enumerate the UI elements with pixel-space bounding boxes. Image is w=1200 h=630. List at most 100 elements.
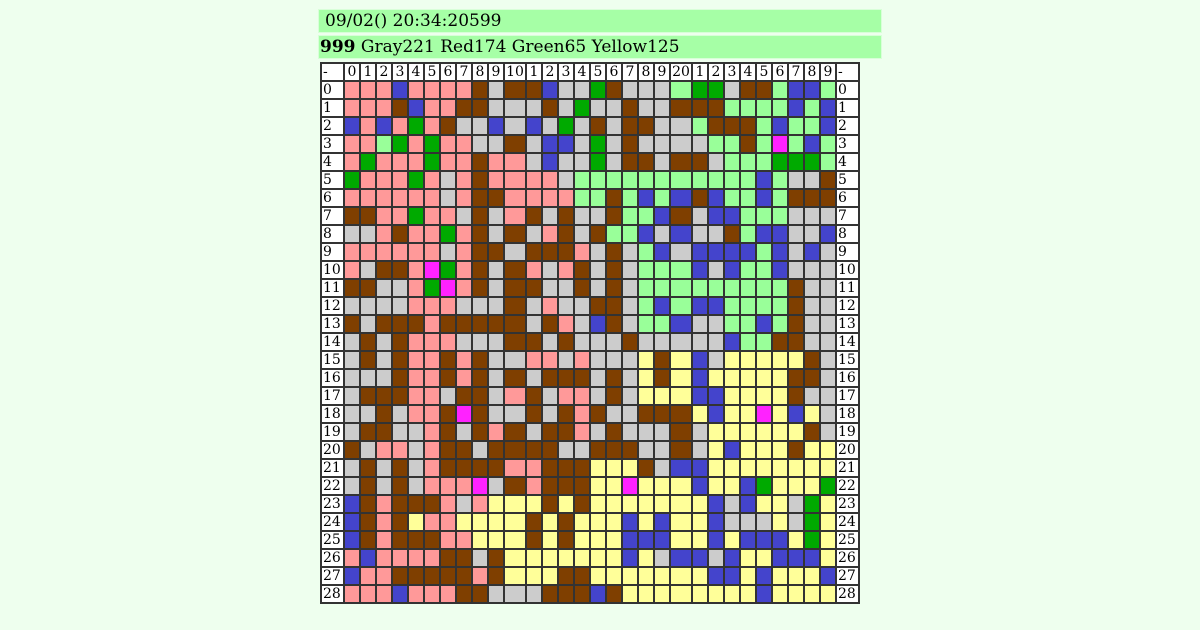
board-cell	[787, 386, 805, 406]
board-cell	[653, 548, 671, 568]
board-cell	[391, 440, 409, 460]
board-cell	[439, 80, 457, 100]
board-cell	[423, 206, 441, 226]
board-cell	[691, 206, 709, 226]
board-cell	[503, 512, 527, 532]
board-cell	[423, 296, 441, 316]
board-cell	[541, 368, 559, 388]
board-cell	[471, 404, 489, 424]
board-cell	[407, 386, 425, 406]
board-cell	[803, 242, 821, 262]
row-label-right: 5	[835, 170, 860, 190]
board-cell	[771, 134, 789, 154]
board-cell	[589, 170, 607, 190]
board-cell	[455, 98, 473, 118]
board-cell	[343, 260, 361, 280]
column-header: 20	[669, 62, 693, 82]
row-label-left: 8	[320, 224, 345, 244]
board-cell	[471, 152, 489, 172]
board-cell	[573, 476, 591, 496]
board-cell	[541, 584, 559, 604]
board-cell	[541, 80, 559, 100]
board-cell	[803, 404, 821, 424]
board-cell	[589, 350, 607, 370]
board-cell	[391, 278, 409, 298]
board-cell	[819, 332, 837, 352]
board-cell	[755, 116, 773, 136]
board-cell	[343, 404, 361, 424]
board-cell	[487, 530, 505, 550]
grid-row: 17 17	[320, 386, 860, 406]
board-cell	[455, 80, 473, 100]
board-cell	[423, 224, 441, 244]
board-cell	[359, 152, 377, 172]
board-cell	[541, 440, 559, 460]
board-cell	[653, 584, 671, 604]
board-cell	[487, 584, 505, 604]
board-cell	[589, 404, 607, 424]
board-cell	[359, 332, 377, 352]
board-cell	[803, 170, 821, 190]
board-cell	[525, 206, 543, 226]
corner-cell: -	[320, 62, 345, 82]
board-cell	[439, 368, 457, 388]
board-cell	[723, 584, 741, 604]
board-cell	[359, 566, 377, 586]
board-cell	[439, 296, 457, 316]
board-cell	[407, 458, 425, 478]
board-cell	[755, 476, 773, 496]
board-cell	[589, 134, 607, 154]
board-cell	[557, 116, 575, 136]
board-cell	[739, 206, 757, 226]
board-cell	[573, 116, 591, 136]
score-bar: 999 Gray221 Red174 Green65 Yellow125	[318, 35, 882, 59]
board-cell	[391, 404, 409, 424]
board-cell	[707, 278, 725, 298]
board-cell	[541, 512, 559, 532]
board-cell	[755, 440, 773, 460]
board-cell	[637, 80, 655, 100]
board-cell	[573, 530, 591, 550]
board-cell	[739, 116, 757, 136]
board-cell	[541, 314, 559, 334]
board-cell	[541, 548, 559, 568]
board-cell	[739, 458, 757, 478]
board-cell	[691, 278, 709, 298]
board-cell	[455, 206, 473, 226]
board-cell	[439, 494, 457, 514]
board-cell	[487, 170, 505, 190]
row-label-left: 2	[320, 116, 345, 136]
board-cell	[637, 116, 655, 136]
board-cell	[691, 368, 709, 388]
row-label-right: 14	[835, 332, 860, 352]
column-header-row: -0 1 2 3 4 5 6 7 8 9 10 1 2 3 4 5 6 7 8 9 20 1 2 3 4 5 6 7 8 9-	[320, 62, 860, 82]
board-cell	[819, 440, 837, 460]
board-cell	[637, 242, 655, 262]
board-cell	[407, 548, 425, 568]
board-cell	[787, 476, 805, 496]
board-cell	[375, 584, 393, 604]
board-cell	[653, 458, 671, 478]
board-cell	[439, 188, 457, 208]
board-cell	[391, 116, 409, 136]
column-header: 7	[621, 62, 639, 82]
board-cell	[439, 170, 457, 190]
column-header: 3	[723, 62, 741, 82]
board-cell	[621, 188, 639, 208]
board-cell	[739, 368, 757, 388]
board-cell	[739, 332, 757, 352]
board-cell	[589, 512, 607, 532]
board-cell	[423, 548, 441, 568]
board-cell	[739, 584, 757, 604]
board-cell	[803, 350, 821, 370]
board-cell	[423, 314, 441, 334]
board-cell	[605, 260, 623, 280]
board-cell	[471, 386, 489, 406]
board-cell	[375, 278, 393, 298]
board-cell	[771, 314, 789, 334]
board-cell	[343, 422, 361, 442]
board-cell	[755, 458, 773, 478]
board-cell	[541, 134, 559, 154]
board-cell	[391, 98, 409, 118]
grid-row: 24 24	[320, 512, 860, 532]
